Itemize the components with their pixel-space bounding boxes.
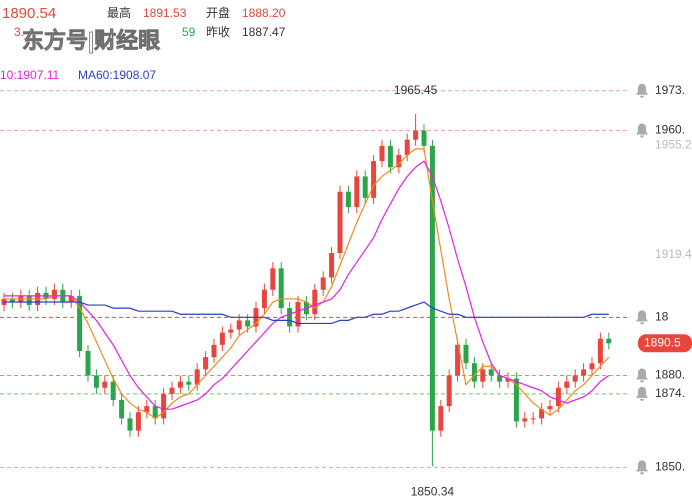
candle-body [362, 176, 368, 198]
alert-label: 1973. [655, 83, 685, 97]
candle-body [194, 369, 200, 385]
open-value: 1888.20 [242, 6, 286, 20]
alert-label: 1850. [655, 460, 685, 474]
prev-close-value: 1887.47 [242, 25, 286, 39]
candle-body [312, 289, 318, 315]
candle-body [589, 363, 595, 370]
candle-body [203, 357, 209, 370]
legend-ma60: MA60:1908.07 [78, 68, 156, 82]
bell-icon [636, 368, 648, 383]
bell-icon [636, 386, 648, 401]
candle-body [26, 295, 32, 306]
candle-body [219, 332, 225, 345]
candle-body [211, 344, 217, 358]
candle-body [110, 381, 116, 400]
candle-body [295, 302, 301, 327]
candle-body [270, 268, 276, 290]
y-tick-label: 1919.4 [655, 247, 692, 261]
high-label: 最高 [107, 5, 131, 20]
low-partial: 59 [182, 25, 196, 39]
candle-body [177, 381, 183, 388]
candle-body [245, 320, 251, 327]
bell-icon [636, 83, 648, 98]
candle-body [438, 406, 444, 431]
candle-body [555, 387, 561, 407]
candle-body [144, 406, 150, 413]
alert-label: 1880. [655, 368, 685, 382]
candle-body [127, 418, 133, 431]
candle-body [413, 130, 419, 140]
high-value: 1891.53 [143, 6, 187, 20]
candle-body [102, 381, 108, 388]
ma-line [4, 301, 609, 325]
price-tag [638, 334, 692, 353]
candle-body [505, 378, 511, 382]
candle-body [455, 344, 461, 376]
candle-body [488, 369, 494, 376]
alert-label: 1874. [655, 386, 685, 400]
candle-body [68, 295, 74, 302]
extreme-label: 1965.45 [394, 83, 438, 97]
change-partial: 3. [14, 25, 24, 39]
candle-body [371, 161, 377, 198]
candle-body [513, 378, 519, 422]
candle-body [186, 381, 192, 385]
y-tick-label: 1955.2 [655, 137, 692, 151]
candle-body [421, 130, 427, 146]
open-label: 开盘 [206, 5, 230, 20]
candle-body [345, 191, 351, 208]
alert-label: 1960. [655, 123, 685, 137]
candle-body [572, 375, 578, 382]
extreme-label: 1850.34 [411, 485, 455, 499]
candle-body [606, 338, 612, 344]
candle-body [396, 155, 402, 168]
prev-close-label: 昨收 [206, 25, 230, 39]
candle-body [119, 400, 125, 419]
candle-body [564, 381, 570, 388]
candle-body [135, 412, 141, 431]
candle-body [547, 406, 553, 410]
candle-body [379, 145, 385, 162]
candle-body [236, 320, 242, 330]
ma-line [4, 160, 610, 410]
candle-body [169, 387, 175, 394]
candle-body [51, 289, 57, 299]
candle-body [597, 338, 603, 364]
candle-body [320, 277, 326, 290]
bell-icon [636, 310, 648, 325]
candle-body [522, 418, 528, 422]
alert-label: 18 [655, 309, 669, 323]
bell-icon [636, 123, 648, 138]
candle-body [530, 418, 536, 420]
candle-body [152, 406, 158, 419]
candle-body [581, 369, 587, 376]
legend-ma10: 10:1907.11 [0, 68, 59, 82]
candle-body [9, 298, 15, 302]
watermark: 东方号|财经眼 [22, 28, 160, 53]
candle-body [161, 393, 167, 419]
candle-body [287, 308, 293, 327]
price-tag-label: 1890.5 [644, 335, 681, 349]
candle-body [463, 344, 469, 364]
candle-body [228, 329, 234, 333]
bell-icon [636, 460, 648, 475]
candle-body [471, 363, 477, 382]
candle-body [329, 253, 335, 278]
candle-body [77, 295, 83, 351]
candle-body [278, 268, 284, 309]
candle-body [480, 369, 486, 382]
candle-body [261, 289, 267, 309]
candle-body [354, 176, 360, 208]
candle-body [337, 191, 343, 253]
candle-body [429, 145, 435, 431]
candle-body [539, 409, 545, 419]
candle-body [404, 139, 410, 155]
candle-body [387, 145, 393, 168]
candle-body [497, 375, 503, 382]
candle-body [446, 375, 452, 407]
candle-body [93, 375, 99, 388]
last-price: 1890.54 [2, 5, 56, 22]
candle-body [85, 351, 91, 376]
